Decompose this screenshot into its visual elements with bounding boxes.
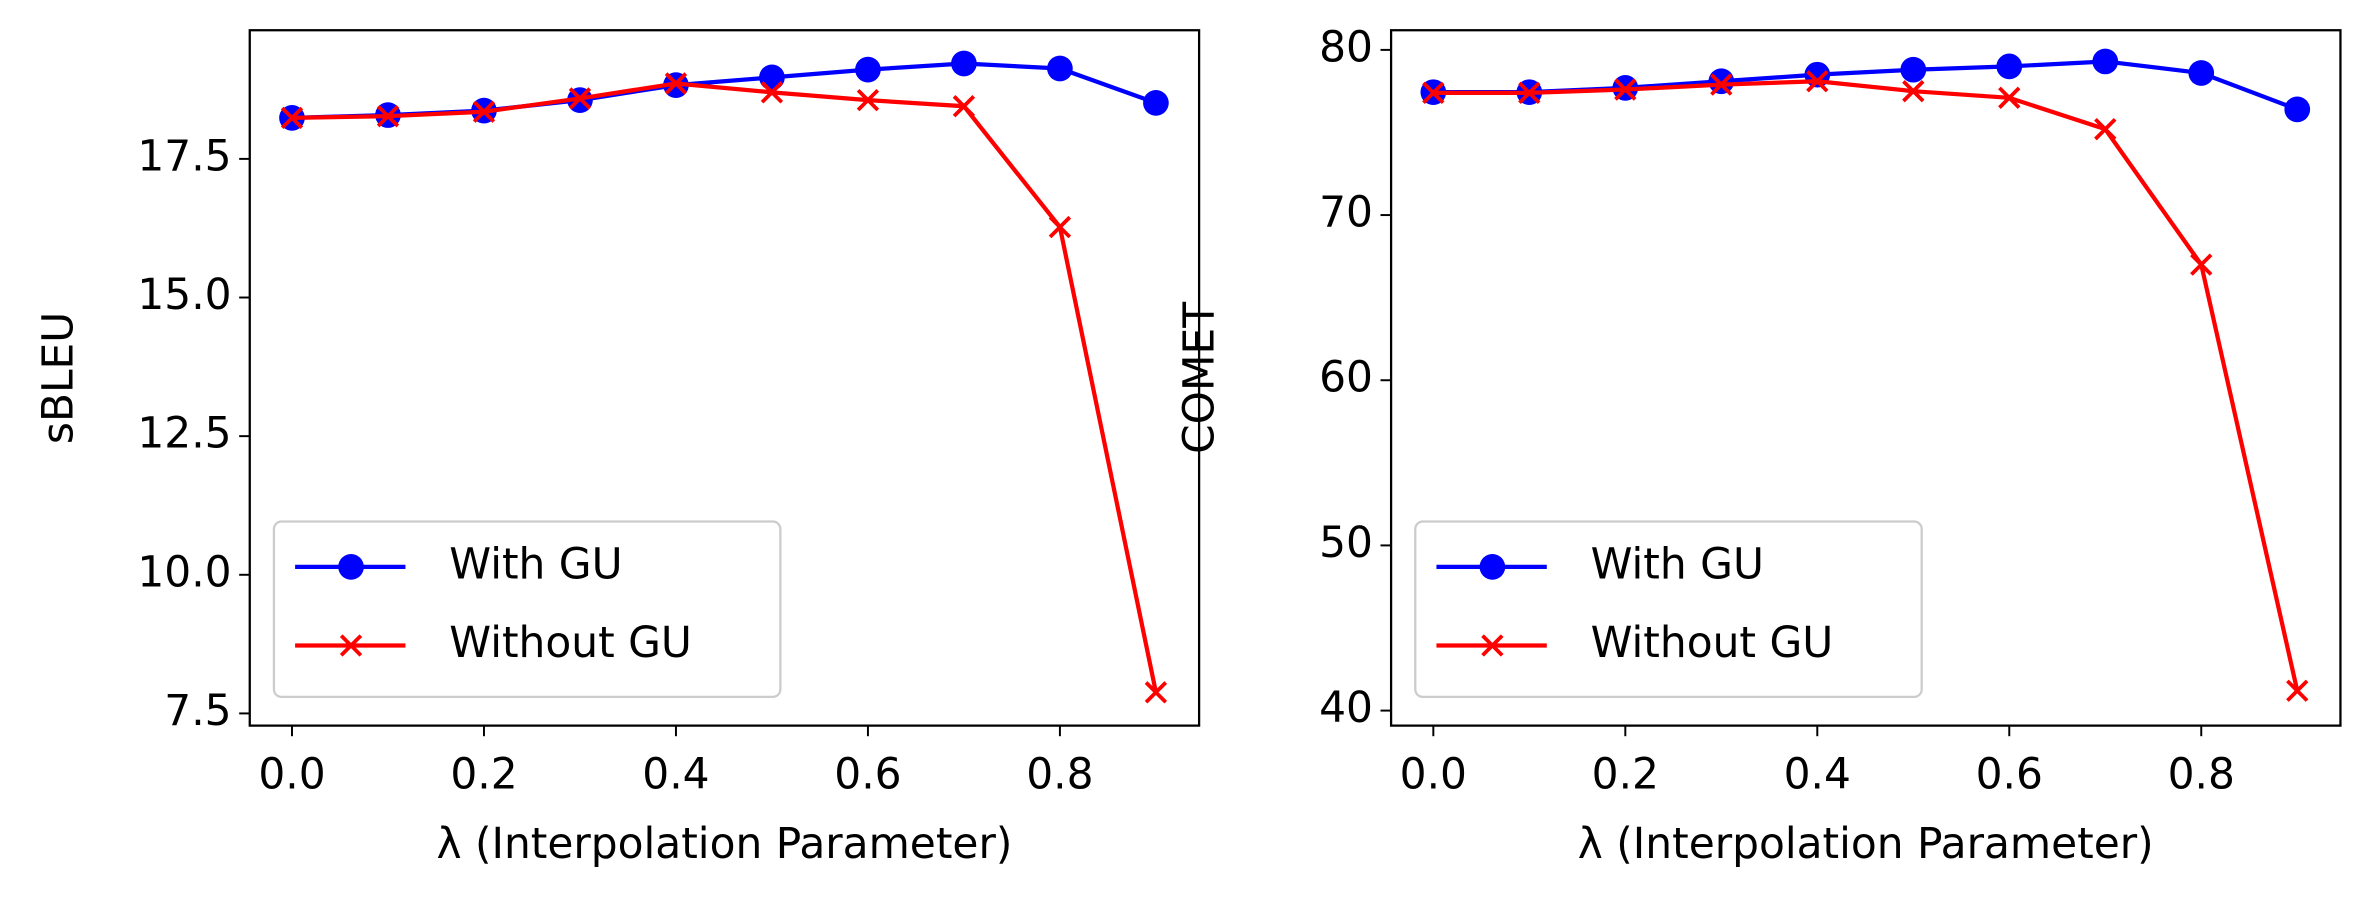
marker [2188,60,2215,86]
marker [376,105,400,128]
legend-label: With GU [449,539,622,588]
y-tick-label: 40 [1319,683,1373,732]
y-tick-label: 15.0 [137,270,231,319]
x-tick-label: 0.8 [1026,750,1093,799]
marker [1710,73,1733,96]
marker [1996,53,2023,80]
legend-marker [338,554,364,580]
marker [856,88,880,112]
x-tick-label: 0.2 [450,750,517,799]
marker [1518,81,1541,104]
y-tick-label: 70 [1319,188,1373,237]
y-tick-label: 50 [1319,518,1373,567]
marker [2284,96,2311,123]
x-tick-label: 0.4 [1784,750,1851,799]
marker [1144,681,1168,704]
x-tick-label: 0.0 [1400,750,1467,799]
marker [1708,68,1735,95]
marker [1048,215,1072,239]
marker [2094,118,2117,141]
marker [280,106,304,130]
marker [855,56,881,83]
marker [1047,55,1073,82]
marker [1902,80,1925,103]
plot-frame [248,29,1201,727]
x-tick-label: 0.0 [258,750,325,799]
legend-marker [339,634,363,657]
marker [1422,81,1445,104]
x-tick-label: 0.2 [1592,750,1659,799]
y-tick-label: 80 [1319,22,1373,71]
y-tick-label: 7.5 [164,686,231,735]
series-line [1433,79,2300,692]
series-line [291,81,1158,693]
y-tick-label: 12.5 [137,409,231,458]
y-tick-label: 17.5 [137,131,231,180]
x-tick-label: 0.6 [834,750,901,799]
legend: With GU Without GU [272,520,782,699]
legend-label: With GU [1591,539,1764,588]
series-line [291,61,1157,120]
marker [568,87,592,110]
marker [951,50,977,77]
marker [472,100,496,123]
marker [760,81,784,104]
marker [1900,56,1927,83]
legend-marker [1481,634,1504,657]
legend-marker [1479,554,1506,580]
y-tick-label: 60 [1319,353,1373,402]
marker [2092,48,2119,75]
x-axis-label: λ (Interpolation Parameter) [436,819,1012,868]
x-tick-label: 0.4 [642,750,709,799]
marker [2190,253,2213,276]
marker [1143,90,1169,116]
marker [2286,679,2309,702]
marker [664,72,688,95]
x-axis-label: λ (Interpolation Parameter) [1578,819,2154,868]
marker [1806,70,1829,93]
marker [952,95,976,118]
y-axis-label: sBLEU [33,312,82,444]
y-axis-label: COMET [1175,302,1224,454]
x-tick-label: 0.6 [1976,750,2043,799]
marker [1614,78,1637,101]
marker [759,64,785,91]
x-tick-label: 0.8 [2168,750,2235,799]
marker [1998,86,2021,109]
legend: With GU Without GU [1414,520,1923,699]
legend-label: Without GU [1591,618,1834,667]
plot-frame [1389,29,2342,727]
legend-label: Without GU [449,618,692,667]
y-tick-label: 10.0 [137,547,231,596]
